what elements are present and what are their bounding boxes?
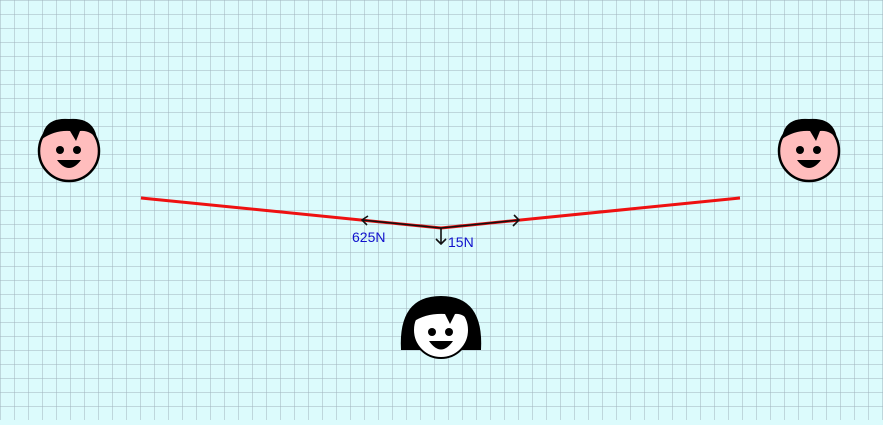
girl-face-icon xyxy=(400,296,482,359)
tension-label: 625N xyxy=(352,229,385,245)
weight-arrow xyxy=(435,228,447,246)
tension-arrow-right xyxy=(440,214,521,229)
tension-arrow-left xyxy=(360,215,442,229)
right-boy-face-icon xyxy=(777,118,841,183)
left-boy-face-icon xyxy=(37,118,101,183)
weight-label: 15N xyxy=(448,234,474,250)
